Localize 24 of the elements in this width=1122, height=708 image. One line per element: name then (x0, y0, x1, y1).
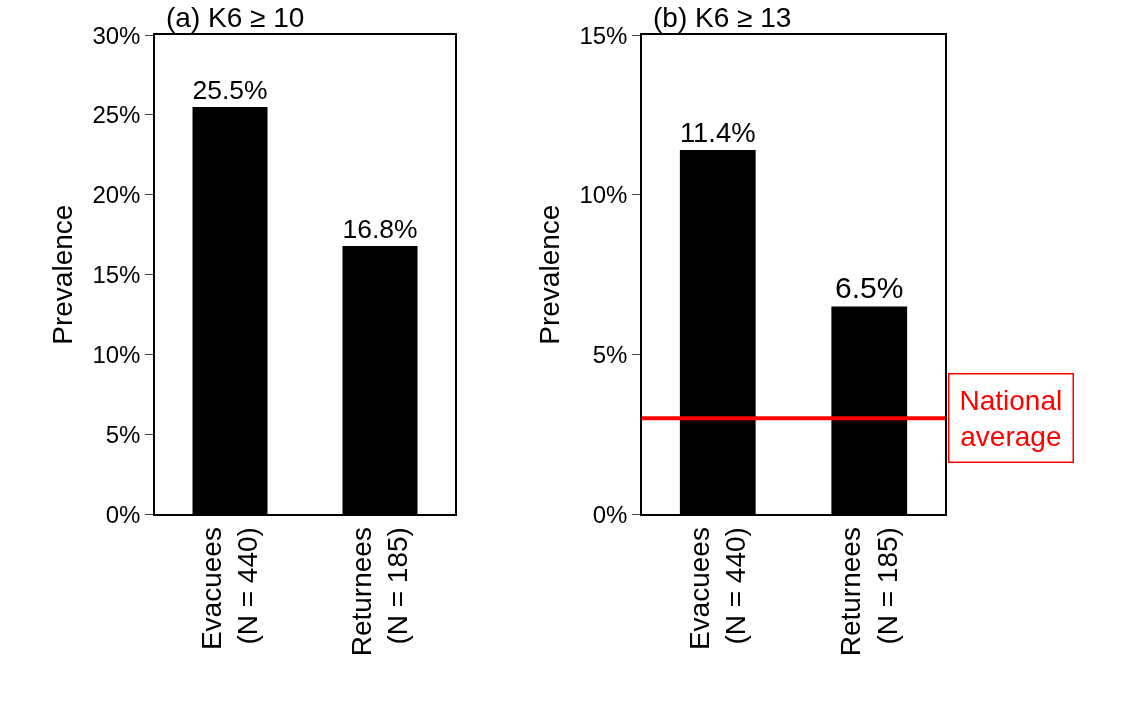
data-label: 25.5% (192, 74, 268, 105)
x-tick-label: Returnees (N = 185) (835, 527, 903, 657)
ref-line-label: National average (959, 384, 1063, 452)
data-label: 11.4% (679, 116, 756, 148)
data-label: 6.5% (835, 270, 904, 304)
y-tick-label: 15% (92, 261, 141, 289)
y-tick-label: 25% (92, 101, 141, 129)
chart-title: (b) K6 ≥ 13 (653, 2, 792, 33)
y-tick-label: 5% (592, 340, 628, 368)
x-tick-label: Evacuees (N = 440) (195, 527, 264, 651)
x-tick-label: Returnees (N = 185) (345, 527, 414, 657)
y-tick-label: 5% (105, 420, 141, 448)
y-axis-title: Prevalence (46, 204, 78, 345)
y-axis-title: Prevalence (533, 204, 565, 345)
y-tick-label: 30% (92, 21, 141, 49)
chart-title: (a) K6 ≥ 10 (166, 2, 305, 33)
y-tick-label: 10% (92, 340, 141, 368)
y-tick-label: 0% (592, 500, 628, 528)
data-label: 16.8% (342, 213, 418, 244)
y-tick-label: 10% (579, 181, 628, 209)
y-tick-label: 0% (105, 500, 141, 528)
y-tick-label: 15% (579, 21, 628, 49)
y-tick-label: 20% (92, 181, 141, 209)
x-tick-label: Evacuees (N = 440) (683, 527, 752, 651)
